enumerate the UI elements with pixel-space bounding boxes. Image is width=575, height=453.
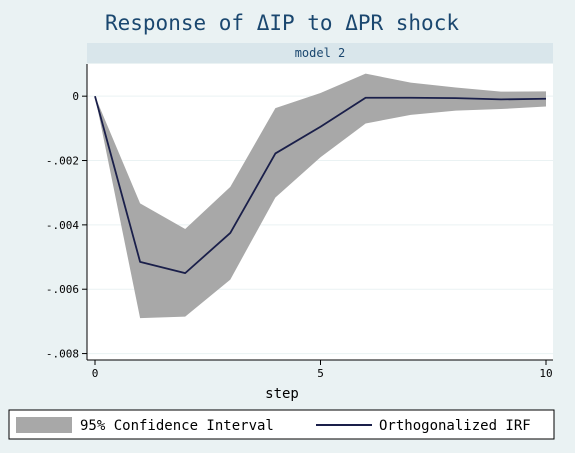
y-tick-label: -.004 — [46, 219, 79, 232]
x-tick-label: 10 — [539, 367, 552, 380]
chart-title: Response of ΔIP to ΔPR shock — [105, 11, 459, 35]
x-ticks: 0 5 10 — [92, 360, 553, 380]
y-tick-label: 0 — [72, 90, 79, 103]
irf-line — [94, 95, 547, 275]
confidence-band-layer — [95, 73, 546, 319]
irf-line-layer — [94, 95, 547, 275]
x-axis-title: step — [265, 386, 299, 402]
legend-ci-label: 95% Confidence Interval — [80, 418, 274, 434]
legend-ci-swatch — [16, 417, 72, 433]
y-ticks: 0 -.002 -.004 -.006 -.008 — [46, 90, 87, 361]
confidence-band — [95, 73, 546, 319]
x-tick-label: 5 — [317, 367, 324, 380]
y-tick-label: -.008 — [46, 348, 79, 361]
legend-box — [8, 409, 555, 440]
x-tick-label: 0 — [92, 367, 99, 380]
y-tick-label: -.002 — [46, 155, 79, 168]
legend: 95% Confidence Interval Orthogonalized I… — [8, 409, 555, 440]
y-tick-label: -.006 — [46, 283, 79, 296]
panel-title: model 2 — [295, 46, 346, 60]
panel-strip — [87, 43, 553, 63]
legend-irf-label: Orthogonalized IRF — [379, 418, 531, 434]
